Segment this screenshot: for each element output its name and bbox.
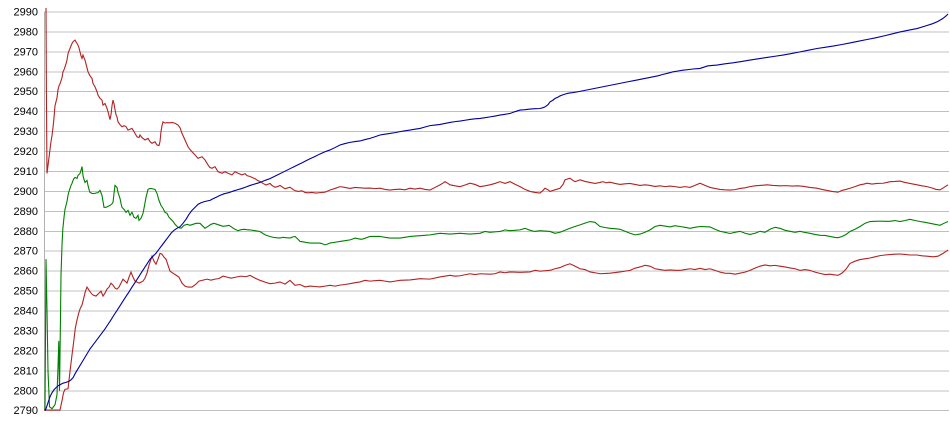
y-tick-label: 2790 — [14, 405, 38, 417]
y-tick-label: 2900 — [14, 186, 38, 198]
y-tick-label: 2820 — [14, 345, 38, 357]
y-tick-label: 2800 — [14, 385, 38, 397]
y-tick-label: 2950 — [14, 86, 38, 98]
y-tick-label: 2910 — [14, 166, 38, 178]
y-tick-label: 2990 — [14, 7, 38, 19]
y-tick-label: 2810 — [14, 365, 38, 377]
y-tick-label: 2860 — [14, 266, 38, 278]
y-tick-label: 2850 — [14, 286, 38, 298]
gridlines-layer — [44, 11, 949, 412]
y-tick-label: 2960 — [14, 66, 38, 78]
y-tick-label: 2830 — [14, 325, 38, 337]
y-tick-label: 2940 — [14, 106, 38, 118]
y-tick-label: 2890 — [14, 206, 38, 218]
series-line-red-lower — [44, 249, 949, 411]
series-layer — [44, 8, 949, 411]
series-line-red-upper — [45, 8, 949, 194]
series-line-blue — [44, 13, 949, 411]
y-tick-label: 2880 — [14, 226, 38, 238]
series-line-green — [44, 166, 949, 411]
y-tick-label: 2980 — [14, 26, 38, 38]
y-tick-label: 2970 — [14, 46, 38, 58]
y-axis-labels-layer: 2990 2980 2970 2960 2950 2940 2930 2920 2910 2900… — [14, 7, 38, 418]
y-tick-label: 2920 — [14, 146, 38, 158]
y-tick-label: 2840 — [14, 306, 38, 318]
y-tick-label: 2930 — [14, 126, 38, 138]
y-tick-label: 2870 — [14, 246, 38, 258]
